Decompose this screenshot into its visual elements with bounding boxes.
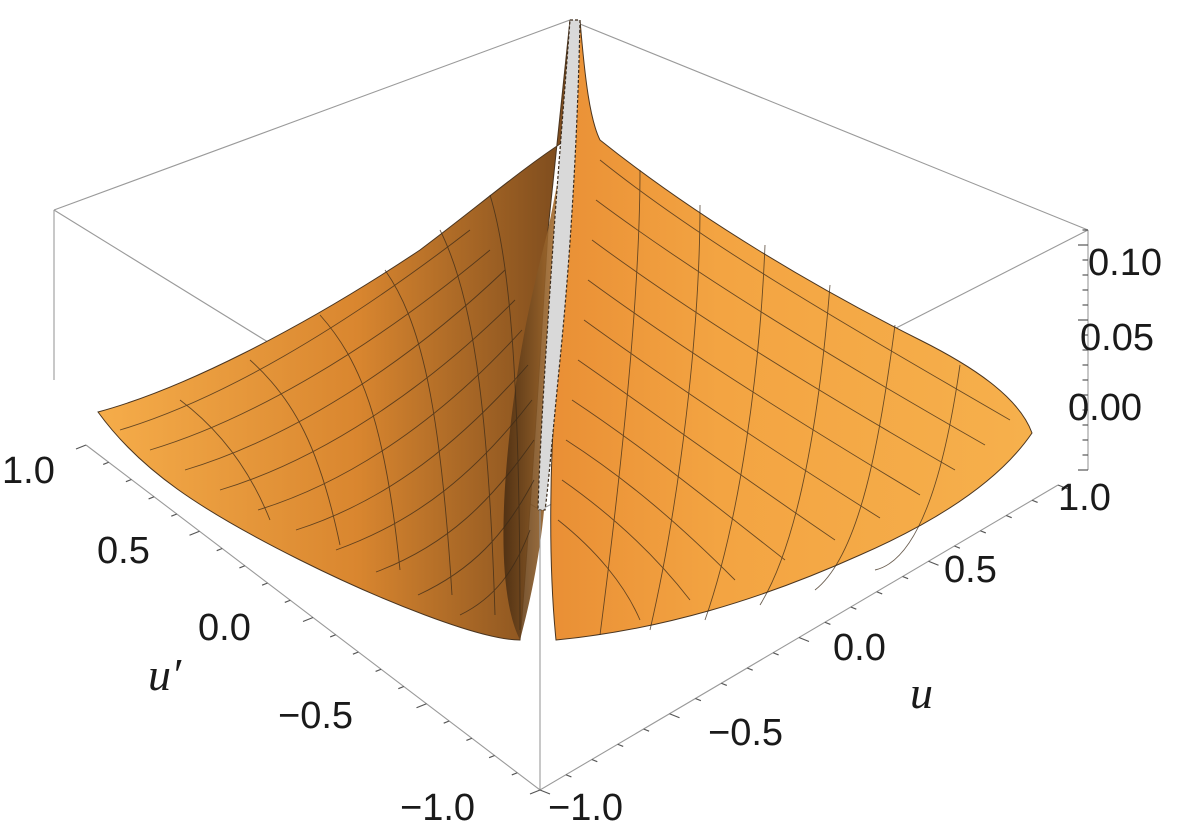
u-tick-mark: [643, 728, 650, 732]
u-prime-tick-mark: [216, 547, 223, 552]
u-prime-tick-mark: [189, 530, 200, 536]
u-tick-mark: [565, 774, 572, 778]
u-prime-tick-label: 0.5: [97, 530, 150, 572]
u-prime-tick-mark: [284, 599, 291, 604]
u-tick-mark: [850, 606, 857, 610]
u-prime-tick-mark: [488, 754, 495, 759]
u-tick-mark: [772, 652, 779, 656]
u-tick-mark: [1031, 499, 1038, 504]
u-tick-mark: [695, 697, 702, 702]
u-tick-mark: [721, 682, 728, 687]
u-tick-mark: [1057, 484, 1069, 490]
u-tick-mark: [539, 789, 551, 795]
u-tick-label: 0.5: [944, 549, 997, 591]
u-prime-tick-label: −1.0: [400, 787, 475, 829]
u-prime-axis-label: u′: [148, 649, 182, 700]
u-prime-tick-mark: [511, 772, 518, 776]
u-prime-tick-label: −0.5: [278, 695, 353, 737]
u-tick-mark: [876, 591, 883, 595]
z-tick-label: 0.10: [1088, 242, 1162, 284]
surface: [97, 19, 1033, 641]
u-prime-tick-mark: [148, 496, 155, 500]
surface-left-sheet: [97, 19, 571, 641]
surface-right-sheet: [550, 19, 1033, 641]
u-tick-mark: [824, 621, 831, 626]
surface-mesh-left: [119, 194, 535, 631]
u-prime-tick-label: 0.0: [198, 607, 251, 649]
u-prime-tick-mark: [398, 685, 405, 690]
u-prime-tick-mark: [302, 616, 314, 623]
u-tick-mark: [954, 545, 961, 549]
u-tick-mark: [798, 636, 810, 643]
u-tick-mark: [1005, 514, 1012, 519]
u-prime-tick-mark: [125, 478, 132, 483]
u-prime-tick-mark: [261, 582, 268, 586]
u-prime-tick-mark: [75, 444, 87, 450]
u-tick-mark: [902, 575, 909, 580]
u-prime-tick-mark: [529, 789, 541, 795]
u-prime-tick-mark: [239, 565, 246, 569]
z-axis: 0.10 0.05 0.00: [1068, 242, 1162, 429]
u-prime-tick-mark: [466, 737, 473, 742]
u-prime-tick-mark: [329, 634, 336, 638]
u-tick-mark: [591, 758, 598, 763]
u-tick-mark: [980, 530, 987, 534]
surface-ridge: [537, 19, 581, 511]
u-tick-mark: [617, 743, 624, 748]
u-tick-label: −0.5: [708, 712, 783, 754]
u-tick-mark: [928, 560, 939, 566]
u-axis-label: u: [910, 667, 933, 718]
surface-mesh-right: [557, 159, 1011, 636]
u-prime-tick-mark: [102, 461, 109, 466]
u-prime-axis: 1.0 0.5 0.0 −0.5 −1.0 u′: [2, 450, 475, 829]
u-tick-label: 0.0: [833, 627, 886, 669]
u-prime-tick-mark: [443, 720, 450, 724]
z-tick-label: 0.00: [1068, 387, 1142, 429]
u-axis: −1.0 −0.5 0.0 0.5 1.0 u: [548, 477, 1111, 829]
tick-marks: [75, 229, 1088, 795]
u-prime-tick-label: 1.0: [2, 450, 55, 492]
u-tick-mark: [669, 713, 680, 719]
z-tick-label: 0.05: [1080, 317, 1154, 359]
u-prime-tick-mark: [171, 513, 178, 517]
u-prime-tick-mark: [375, 668, 382, 673]
u-prime-tick-mark: [352, 651, 359, 655]
u-tick-label: 1.0: [1058, 477, 1111, 519]
u-prime-tick-mark: [416, 703, 427, 709]
u-tick-label: −1.0: [548, 787, 623, 829]
u-tick-mark: [746, 667, 753, 671]
